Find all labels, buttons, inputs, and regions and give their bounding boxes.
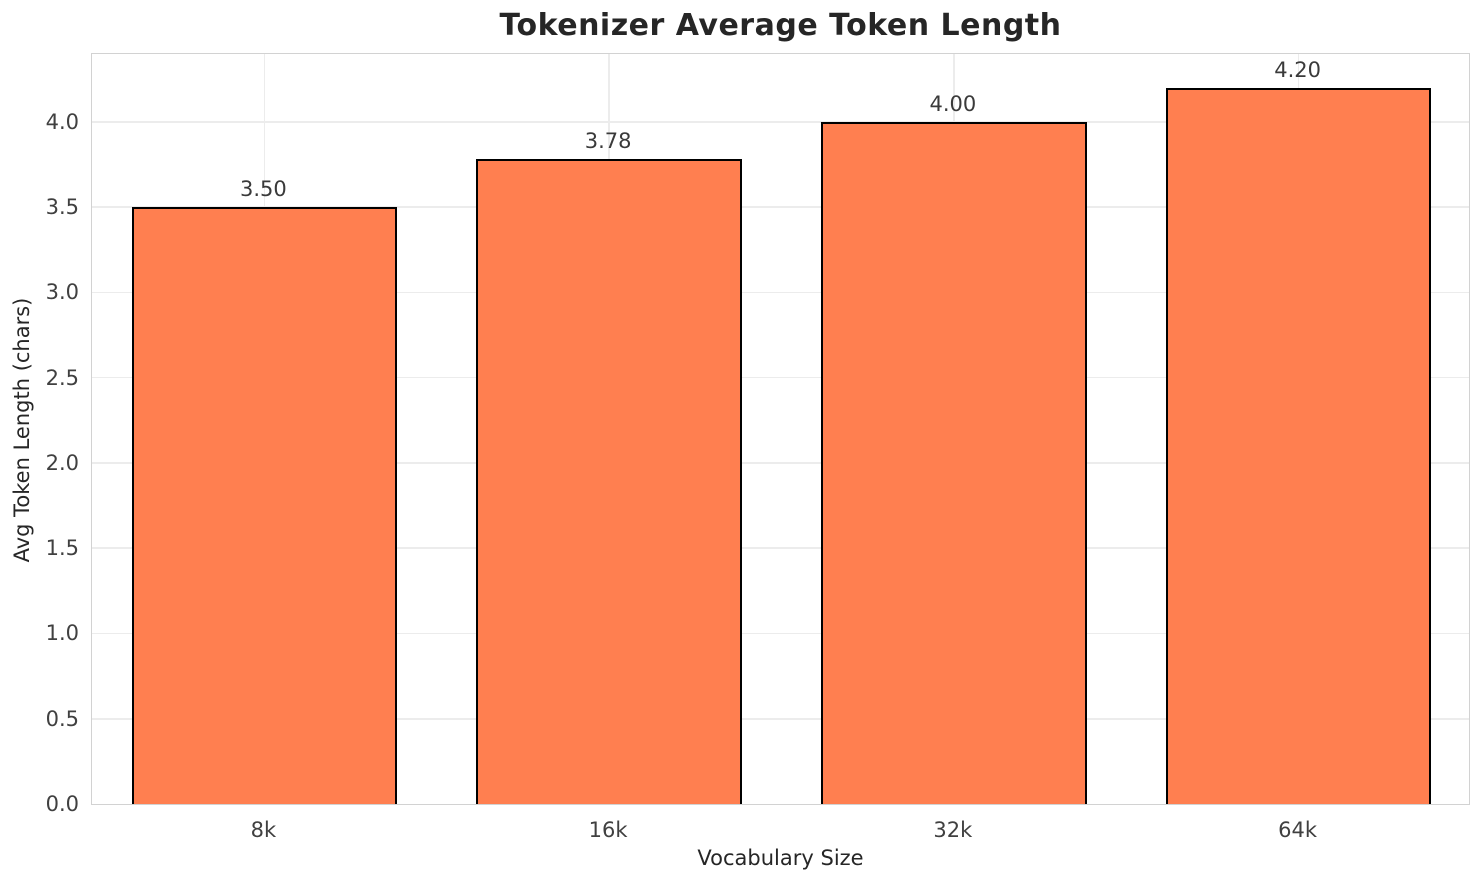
x-tick-label: 8k xyxy=(250,818,277,842)
y-tick-label: 0.0 xyxy=(45,792,79,816)
bar xyxy=(821,121,1087,804)
y-tick-label: 1.5 xyxy=(45,536,79,561)
gridline-horizontal xyxy=(92,291,1469,294)
gridline-horizontal xyxy=(92,206,1469,208)
y-tick-label: 2.0 xyxy=(45,450,79,475)
bar xyxy=(131,207,398,804)
plot-area xyxy=(91,53,1470,805)
bar-value-label: 3.50 xyxy=(239,177,287,202)
gridline-horizontal xyxy=(92,632,1469,635)
gridline-horizontal xyxy=(92,121,1469,123)
gridline-horizontal xyxy=(92,376,1469,379)
bar-value-label: 4.00 xyxy=(929,91,977,116)
gridline-horizontal xyxy=(92,547,1469,549)
y-tick-label: 4.0 xyxy=(45,109,79,134)
bar-value-label: 4.20 xyxy=(1274,57,1321,82)
bar xyxy=(476,159,742,804)
gridline-horizontal xyxy=(92,718,1469,720)
x-tick-label: 64k xyxy=(1278,818,1318,842)
gridline-horizontal xyxy=(92,462,1469,464)
bar xyxy=(1165,87,1432,804)
bar-value-label: 3.78 xyxy=(584,129,632,154)
x-tick-label: 32k xyxy=(933,818,973,842)
y-tick-label: 2.5 xyxy=(45,365,79,390)
x-axis-label: Vocabulary Size xyxy=(697,846,864,870)
y-tick-label: 3.5 xyxy=(45,195,79,220)
y-tick-label: 1.0 xyxy=(45,621,79,646)
x-tick-label: 16k xyxy=(588,818,628,842)
y-tick-label: 3.0 xyxy=(45,280,79,305)
y-tick-label: 0.5 xyxy=(45,706,79,731)
chart-title: Tokenizer Average Token Length xyxy=(499,8,1062,43)
